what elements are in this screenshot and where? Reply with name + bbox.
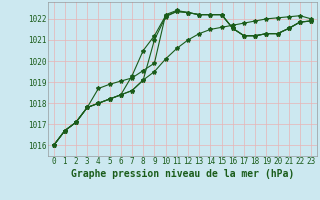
X-axis label: Graphe pression niveau de la mer (hPa): Graphe pression niveau de la mer (hPa) — [71, 169, 294, 179]
